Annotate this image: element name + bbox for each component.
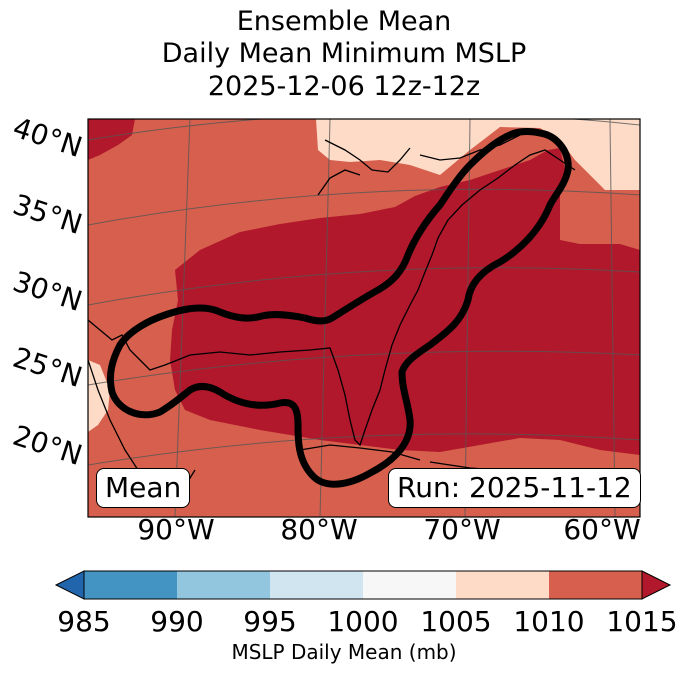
colorbar-bin-985-990 [84, 571, 177, 599]
map-frame [87, 118, 641, 518]
field-1005-1010-north [316, 119, 640, 190]
colorbar-bin-990-995 [177, 571, 270, 599]
mean-box: Mean [96, 468, 191, 508]
colorbar-frame [83, 570, 643, 600]
title-line-2: Daily Mean Minimum MSLP [161, 38, 527, 69]
lon-label-90: 90°W [137, 513, 215, 546]
colorbar-tick-995: 995 [243, 605, 297, 638]
colorbar-tick-1000: 1000 [327, 605, 399, 638]
colorbar-tick-1010: 1010 [513, 605, 585, 638]
colorbar-low-arrow [54, 570, 85, 600]
colorbar-label: MSLP Daily Mean (mb) [231, 640, 457, 664]
colorbar-bin-1005-1010 [456, 571, 549, 599]
field-above-1015 [88, 119, 640, 455]
colorbar [54, 570, 672, 600]
coastline [88, 134, 576, 491]
title-line-3: 2025-12-06 12z-12z [207, 71, 481, 102]
colorbar-tick-1005: 1005 [420, 605, 492, 638]
colorbar-bin-995-1000 [270, 571, 363, 599]
lon-label-70: 70°W [423, 513, 501, 546]
colorbar-tick-985: 985 [57, 605, 111, 638]
lon-label-80: 80°W [280, 513, 358, 546]
pressure-contour [106, 128, 572, 488]
colorbar-bin-1010-1015 [549, 571, 642, 599]
colorbar-high-arrow [641, 570, 672, 600]
title-line-1: Ensemble Mean [236, 6, 452, 37]
colorbar-tick-1015: 1015 [606, 605, 678, 638]
colorbar-tick-990: 990 [150, 605, 204, 638]
lon-label-60: 60°W [563, 513, 641, 546]
colorbar-bin-1000-1005 [363, 571, 456, 599]
run-box: Run: 2025-11-12 [388, 468, 641, 508]
